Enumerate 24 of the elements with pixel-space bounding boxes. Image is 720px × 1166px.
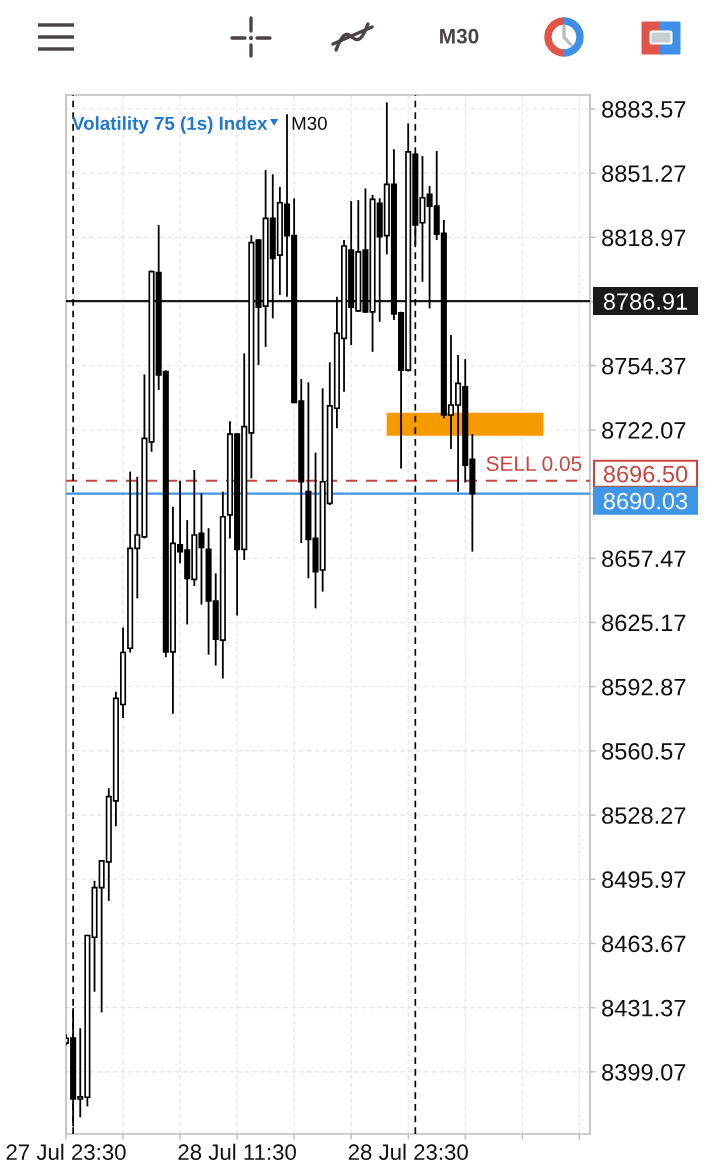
y-tick-label: 8495.97 [602, 871, 686, 889]
ref-line-label: SELL 0.05 [486, 456, 582, 472]
y-tick-label: 8592.87 [602, 678, 686, 696]
y-tick-label: 8883.57 [602, 101, 686, 118]
y-tick-label: 8851.27 [602, 165, 686, 182]
y-tick-label: 8722.07 [602, 422, 686, 439]
y-tick-label: 8431.37 [602, 999, 686, 1017]
y-tick-label: 8463.67 [602, 935, 686, 953]
text: Volatility 75 (1s) Index [72, 116, 268, 134]
text: M30 [440, 28, 479, 44]
y-tick-label: 8528.27 [602, 807, 686, 824]
text: 8696.50 [603, 465, 688, 483]
y-tick-label: 8657.47 [602, 550, 686, 568]
y-tick-label: 8818.97 [602, 229, 686, 247]
y-tick-label: 8754.37 [602, 357, 686, 375]
text: 8786.91 [603, 293, 688, 310]
x-tick-label: 27 Jul 23:30 [6, 1143, 126, 1161]
x-tick-label: 28 Jul 11:30 [178, 1143, 296, 1161]
text: 8690.03 [603, 492, 688, 510]
y-tick-label: 8560.57 [602, 742, 686, 760]
y-tick-label: 8399.07 [602, 1063, 686, 1081]
x-tick-label: 28 Jul 23:30 [348, 1143, 468, 1161]
text: M30 [292, 116, 327, 130]
y-tick-label: 8625.17 [602, 614, 686, 632]
